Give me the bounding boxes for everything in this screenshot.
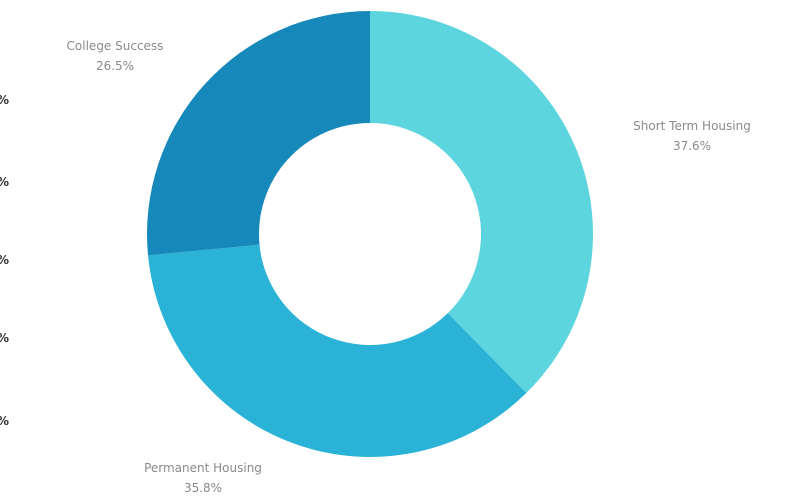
- slice-value-short-term-housing: 37.6%: [673, 139, 711, 153]
- slice-value-permanent-housing: 35.8%: [184, 481, 222, 495]
- slice-label-short-term-housing: Short Term Housing: [633, 119, 751, 133]
- edge-percent-mark: %: [0, 253, 9, 267]
- slice-label-permanent-housing: Permanent Housing: [144, 461, 262, 475]
- slice-short-term-housing: [370, 11, 593, 394]
- slice-label-college-success: College Success: [67, 39, 164, 53]
- slice-value-college-success: 26.5%: [96, 59, 134, 73]
- donut-slices: [147, 11, 593, 458]
- edge-percent-mark: %: [0, 175, 9, 189]
- slice-permanent-housing: [148, 244, 527, 458]
- edge-percent-mark: %: [0, 93, 9, 107]
- cropped-edge-marks: %%%%%: [0, 93, 9, 428]
- edge-percent-mark: %: [0, 414, 9, 428]
- slice-labels: Short Term Housing 37.6% Permanent Housing…: [67, 39, 751, 495]
- slice-college-success: [147, 11, 370, 256]
- edge-percent-mark: %: [0, 331, 9, 345]
